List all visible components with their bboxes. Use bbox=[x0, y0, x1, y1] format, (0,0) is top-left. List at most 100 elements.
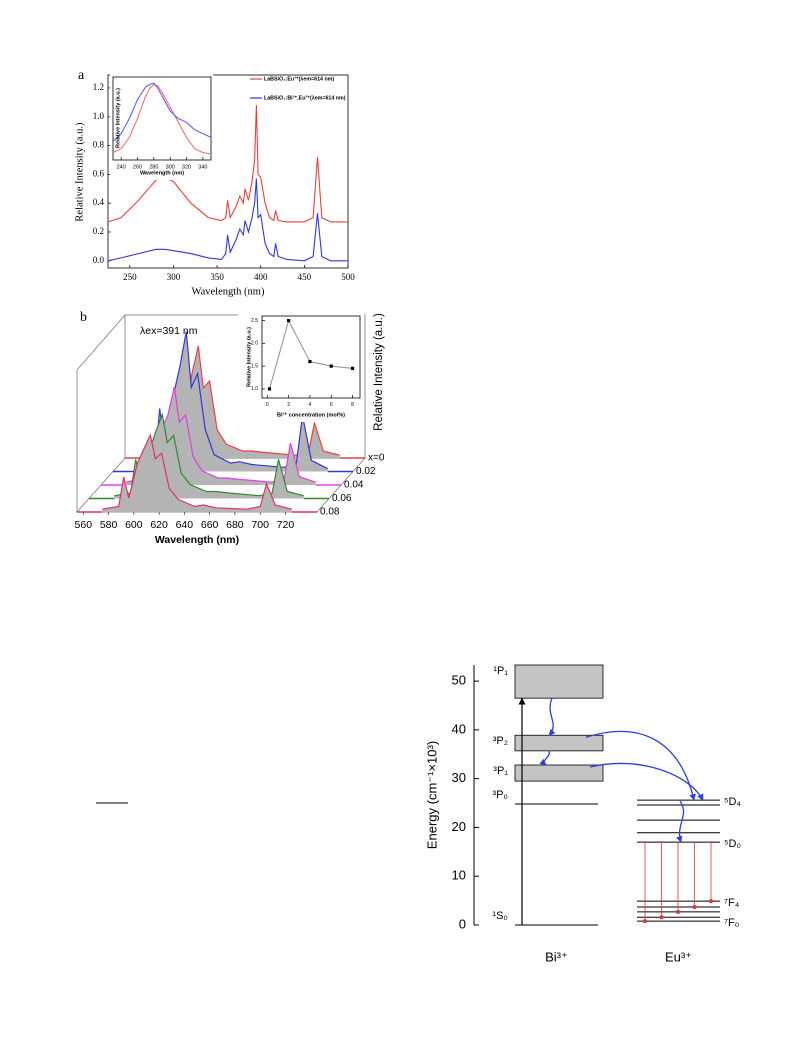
transfer-arrow bbox=[548, 697, 556, 736]
level-label: ³P₁ bbox=[493, 765, 508, 777]
x-tick-label: 250 bbox=[123, 272, 137, 282]
x-tick-label: 450 bbox=[298, 272, 312, 282]
y-axis-label: Energy (cm⁻¹×10³) bbox=[424, 741, 439, 849]
y-tick-label: 1.5 bbox=[251, 363, 258, 369]
left-wall bbox=[76, 314, 126, 512]
transfer-arrow bbox=[585, 730, 696, 801]
x-tick-label: 400 bbox=[254, 272, 268, 282]
series-label: 0.06 bbox=[332, 493, 352, 504]
x-tick-label: 340 bbox=[198, 164, 207, 170]
panel-label: a bbox=[78, 68, 85, 83]
level-label: ³P₂ bbox=[493, 735, 508, 747]
y-axis-label: Relative Intensity (a.u.) bbox=[74, 122, 85, 222]
y-tick-label: 1.0 bbox=[93, 111, 105, 121]
x-tick-label: 560 bbox=[75, 519, 93, 531]
plot-frame bbox=[107, 74, 349, 269]
emission-arrow-head bbox=[676, 909, 680, 914]
y-axis-label: Relative Intensity (a.u.) bbox=[115, 88, 121, 148]
point-marker bbox=[350, 366, 355, 370]
inset-background bbox=[238, 310, 364, 422]
x-tick-label: 4 bbox=[309, 402, 312, 408]
y-tick-label: 40 bbox=[452, 721, 466, 736]
x-tick-label: 320 bbox=[182, 164, 191, 170]
series-line bbox=[107, 178, 348, 262]
transfer-arrow bbox=[539, 750, 550, 766]
plot-frame bbox=[261, 315, 361, 399]
level-label: ¹S₀ bbox=[492, 910, 508, 922]
chart: 250 300 350 400 450 500 0.0 0.2 0.4 0.6 0.8 1.0 1.2 L… bbox=[74, 68, 355, 297]
x-tick-label: 580 bbox=[100, 519, 118, 531]
energy-band bbox=[514, 764, 604, 782]
x-tick-label: 6 bbox=[330, 402, 333, 408]
series-label: 0.02 bbox=[356, 466, 376, 477]
series-line bbox=[112, 83, 212, 155]
emission-arrow-head bbox=[643, 919, 647, 924]
level-label: ⁵D₄ bbox=[724, 796, 742, 808]
chart: 0 2 4 6 8 1.0 1.5 2.0 2.5 Bi³⁺ concentration (mol… bbox=[238, 310, 364, 422]
series-label: 0.08 bbox=[320, 507, 340, 518]
x-tick-label: 0 bbox=[266, 402, 269, 408]
y-tick-label: 0.8 bbox=[93, 140, 105, 150]
transfer-arrow bbox=[675, 800, 685, 843]
x-axis-label: Wavelength (nm) bbox=[140, 170, 184, 176]
group-label: Eu³⁺ bbox=[665, 949, 692, 964]
annotation: λex=391 nm bbox=[140, 325, 198, 337]
x-axis-label: Bi³⁺ concentration (mol%) bbox=[277, 411, 345, 418]
x-tick-label: 2 bbox=[287, 402, 290, 408]
y-tick-label: 0.4 bbox=[93, 197, 105, 207]
point-marker bbox=[329, 364, 333, 368]
group-label: Bi³⁺ bbox=[545, 949, 568, 964]
x-tick-label: 680 bbox=[226, 519, 244, 531]
x-tick-label: 660 bbox=[201, 519, 219, 531]
y-tick-label: 2.5 bbox=[251, 318, 258, 324]
series-line bbox=[112, 82, 212, 142]
level-label: ⁷F₄ bbox=[724, 897, 740, 909]
y-tick-label: 50 bbox=[452, 673, 466, 688]
legend-label: LaBSiO₃:Bi³⁺,Eu³⁺(λem=614 nm) bbox=[264, 95, 346, 101]
point-marker bbox=[287, 318, 291, 323]
level-label: ¹P₁ bbox=[493, 665, 508, 677]
energy-band bbox=[514, 664, 604, 699]
x-tick-label: 640 bbox=[176, 519, 194, 531]
energy-band bbox=[514, 734, 604, 752]
emission-arrow-head bbox=[659, 915, 664, 920]
legend-label: LaBSiO₃:Eu³⁺(λem=614 nm) bbox=[264, 76, 334, 82]
panel-label: b bbox=[80, 310, 87, 325]
chart: 0 10 20 30 40 50 Energy (cm⁻¹×10³) Bi³⁺ ¹S₀ ³P₀ ³P… bbox=[424, 664, 742, 964]
y-tick-label: 1.2 bbox=[93, 82, 104, 92]
series-label: 0.04 bbox=[344, 480, 364, 491]
y-tick-label: 0.0 bbox=[93, 255, 105, 265]
level-label: ⁷F₀ bbox=[724, 917, 739, 929]
x-tick-label: 300 bbox=[167, 272, 181, 282]
x-tick-label: 260 bbox=[133, 164, 142, 170]
point-marker bbox=[267, 387, 272, 391]
series-line bbox=[107, 105, 348, 223]
chart: 240 260 280 300 320 340 Wavelength (nm) Relativ… bbox=[110, 74, 213, 180]
x-tick-label: 700 bbox=[251, 519, 269, 531]
y-axis-label: Relative Intensity (a.u.) bbox=[373, 313, 385, 431]
x-tick-label: 620 bbox=[150, 519, 168, 531]
transfer-arrow bbox=[589, 762, 704, 801]
y-tick-label: 0.2 bbox=[93, 226, 104, 236]
series-label: x=0 bbox=[368, 453, 385, 464]
x-tick-label: 600 bbox=[125, 519, 143, 531]
x-tick-label: 720 bbox=[277, 519, 295, 531]
x-tick-label: 350 bbox=[210, 272, 224, 282]
x-axis-label: Wavelength (nm) bbox=[192, 286, 265, 297]
y-tick-label: 0.6 bbox=[93, 168, 105, 178]
series-line bbox=[102, 433, 292, 510]
series-area bbox=[102, 435, 292, 512]
y-axis-label: Relative Intensity (a.u.) bbox=[246, 327, 252, 387]
level-label: ⁵D₀ bbox=[724, 838, 741, 850]
x-tick-label: 300 bbox=[166, 164, 175, 170]
x-axis-label: Wavelength (nm) bbox=[155, 534, 239, 546]
y-tick-label: 20 bbox=[452, 819, 466, 834]
level-label: ³P₀ bbox=[492, 789, 508, 801]
y-tick-label: 30 bbox=[452, 770, 466, 785]
y-tick-label: 10 bbox=[452, 868, 466, 883]
plot-frame bbox=[112, 76, 212, 161]
x-tick-label: 240 bbox=[117, 164, 126, 170]
